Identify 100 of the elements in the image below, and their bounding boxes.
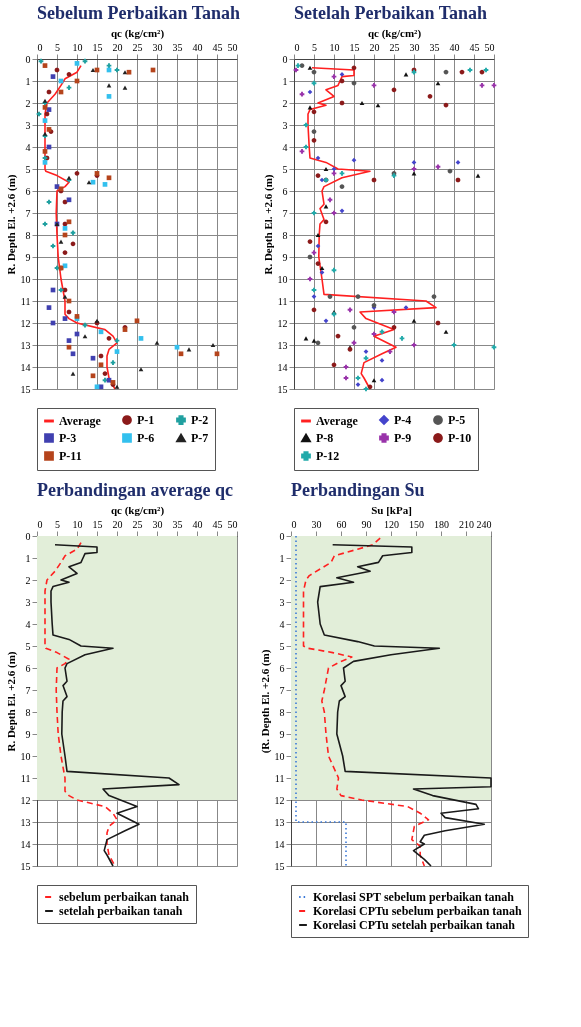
y-tick-label: 10 [277, 273, 288, 285]
legend-label: P-9 [394, 431, 412, 445]
y-tick-label: 8 [25, 229, 31, 241]
y-tick-label: 4 [279, 618, 285, 630]
legend-label: Korelasi CPTu sebelum perbaikan tanah [313, 904, 523, 918]
legend-label: P-8 [316, 431, 334, 445]
y-tick-label: 2 [279, 574, 285, 586]
x-tick-label: 90 [361, 518, 372, 530]
y-tick-label: 10 [20, 750, 31, 762]
x-tick-label: 10 [72, 41, 83, 53]
legend-label: Average [316, 414, 359, 428]
x-tick-label: 50 [227, 518, 238, 530]
x-tick-label: 10 [329, 41, 340, 53]
y-tick-label: 5 [25, 640, 31, 652]
y-tick-label: 14 [20, 361, 31, 373]
x-tick-label: 50 [227, 41, 238, 53]
x-tick-label: 180 [434, 518, 449, 530]
y-tick-label: 15 [20, 860, 31, 872]
y-tick-label: 0 [282, 53, 288, 65]
y-tick-label: 2 [282, 97, 288, 109]
x-tick-label: 210 [459, 518, 474, 530]
y-tick-label: 8 [282, 229, 288, 241]
chart-title: Sebelum Perbaikan Tanah [37, 3, 241, 23]
legend-label: P-4 [394, 413, 412, 428]
legend-label: Korelasi SPT sebelum perbaikan tanah [313, 890, 515, 904]
x-tick-label: 10 [72, 518, 83, 530]
y-tick-label: 15 [274, 860, 285, 872]
x-tick-label: 35 [429, 41, 440, 53]
x-tick-label: 20 [112, 41, 123, 53]
y-tick-label: 10 [20, 273, 31, 285]
legend-label: P-2 [191, 413, 209, 428]
chart-title: Setelah Perbaikan Tanah [294, 3, 488, 23]
y-axis-title: R. Depth El. +2.6 (m) [4, 174, 18, 275]
x-tick-label: 25 [389, 41, 400, 53]
legend-label: P-11 [59, 449, 82, 463]
y-tick-label: 1 [282, 75, 288, 87]
x-tick-label: 15 [92, 41, 103, 53]
x-tick-label: 0 [37, 41, 43, 53]
y-tick-label: 9 [25, 728, 31, 740]
legend-label: P-12 [316, 449, 340, 463]
y-tick-label: 11 [20, 295, 31, 307]
y-tick-label: 6 [279, 662, 285, 674]
x-tick-label: 45 [469, 41, 480, 53]
x-tick-label: 25 [132, 518, 143, 530]
y-tick-label: 14 [274, 838, 285, 850]
x-tick-label: 30 [152, 518, 163, 530]
y-tick-label: 2 [25, 574, 31, 586]
y-tick-label: 1 [25, 552, 31, 564]
x-tick-label: 45 [212, 41, 223, 53]
legend-label: setelah perbaikan tanah [59, 904, 183, 918]
y-tick-label: 3 [25, 119, 31, 131]
x-tick-label: 50 [484, 41, 495, 53]
y-tick-label: 9 [25, 251, 31, 263]
x-tick-label: 35 [172, 41, 183, 53]
y-tick-label: 6 [282, 185, 288, 197]
y-tick-label: 10 [274, 750, 285, 762]
x-tick-label: 5 [55, 518, 60, 530]
y-tick-label: 5 [282, 163, 288, 175]
y-tick-label: 11 [274, 772, 285, 784]
x-tick-label: 15 [349, 41, 360, 53]
x-tick-label: 0 [37, 518, 43, 530]
y-tick-label: 13 [274, 816, 285, 828]
y-tick-label: 13 [277, 339, 288, 351]
legend-label: Average [59, 414, 102, 428]
y-tick-label: 9 [282, 251, 288, 263]
x-tick-label: 20 [112, 518, 123, 530]
legend-label: sebelum perbaikan tanah [59, 890, 190, 904]
chart-title: Perbandingan Su [291, 480, 425, 500]
x-tick-label: 40 [192, 518, 203, 530]
y-tick-label: 13 [20, 339, 31, 351]
y-tick-label: 15 [277, 383, 288, 395]
y-tick-label: 4 [25, 618, 31, 630]
x-tick-label: 5 [312, 41, 317, 53]
y-axis-title: R. Depth El. +2.6 (m) [4, 651, 18, 752]
y-tick-label: 12 [20, 317, 31, 329]
x-tick-label: 15 [92, 518, 103, 530]
y-tick-label: 7 [279, 684, 285, 696]
y-tick-label: 7 [25, 207, 31, 219]
legend-label: P-6 [137, 431, 155, 445]
legend-label: P-1 [137, 413, 155, 428]
x-axis-title: qc (kg/cm²) [110, 26, 165, 40]
chart-title: Perbandingan average qc [37, 480, 234, 500]
x-tick-label: 30 [152, 41, 163, 53]
y-tick-label: 6 [25, 185, 31, 197]
y-tick-label: 2 [25, 97, 31, 109]
y-tick-label: 12 [277, 317, 288, 329]
y-tick-label: 11 [277, 295, 288, 307]
y-tick-label: 5 [25, 163, 31, 175]
y-tick-label: 3 [282, 119, 288, 131]
y-tick-label: 3 [25, 596, 31, 608]
legend-label: P-5 [448, 413, 466, 428]
x-axis-title: Su [kPa] [371, 503, 412, 516]
y-tick-label: 1 [25, 75, 31, 87]
y-tick-label: 4 [25, 141, 31, 153]
x-tick-label: 45 [212, 518, 223, 530]
x-tick-label: 150 [409, 518, 424, 530]
legend-label: P-3 [59, 431, 77, 445]
x-tick-label: 40 [449, 41, 460, 53]
y-tick-label: 13 [20, 816, 31, 828]
x-tick-label: 40 [192, 41, 203, 53]
